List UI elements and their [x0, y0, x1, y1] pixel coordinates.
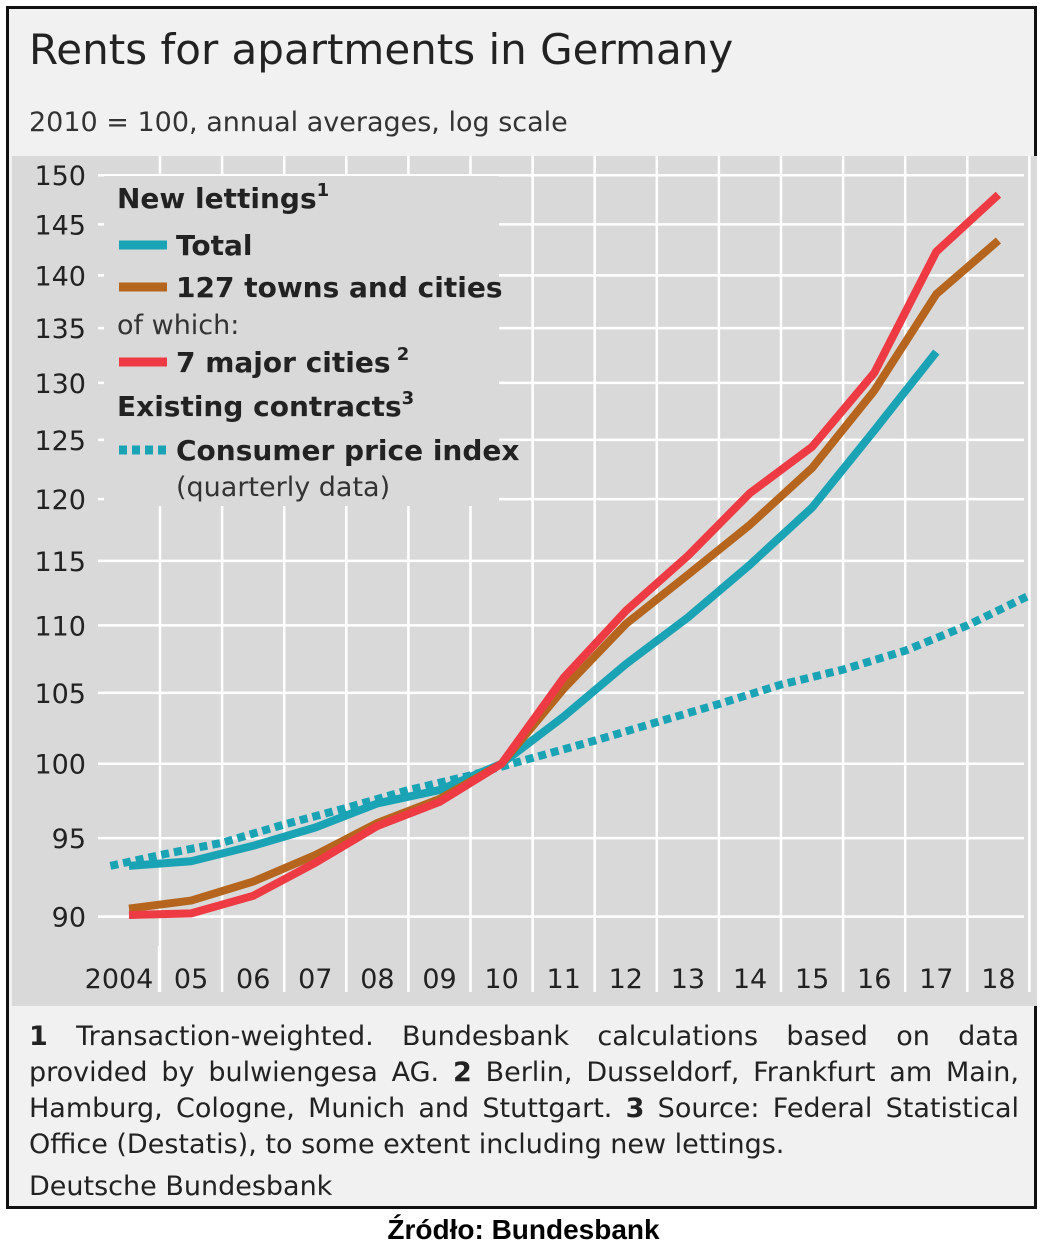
legend-label-cpi: Consumer price index [176, 434, 519, 467]
footnote-2-text: Berlin, Dusseldorf, Frankfurt am Main, H… [29, 1057, 1019, 1124]
x-tick-label: 12 [609, 964, 643, 995]
organization: Deutsche Bundesbank [29, 1171, 333, 1202]
y-tick-label: 100 [34, 750, 86, 781]
footnote-2-number: 2 [452, 1057, 472, 1088]
chart-subtitle: 2010 = 100, annual averages, log scale [29, 107, 568, 138]
legend-header-existing: Existing contracts3 [117, 388, 414, 423]
x-tick-label: 05 [174, 964, 208, 995]
x-tick-label: 18 [981, 964, 1015, 995]
legend-of-which: of which: [117, 310, 239, 341]
chart-svg: New lettings1 Total 127 towns and cities of… [34, 156, 1032, 995]
y-tick-label: 145 [34, 210, 86, 241]
y-tick-label: 90 [52, 903, 86, 934]
legend-header-existing-sup: 3 [402, 388, 415, 409]
footnote-1-number: 1 [29, 1021, 48, 1052]
footnotes: 1 Transaction-weighted. Bundesbank calcu… [29, 1019, 1019, 1163]
series-line-consumer-price-index [109, 591, 1032, 870]
chart-frame: Rents for apartments in Germany 2010 = 1… [6, 6, 1037, 1209]
x-tick-label: 16 [857, 964, 891, 995]
x-tick-label: 09 [422, 964, 456, 995]
y-tick-label: 115 [34, 547, 86, 578]
chart-title: Rents for apartments in Germany [29, 25, 734, 74]
legend-background [104, 176, 499, 506]
x-tick-label: 07 [298, 964, 332, 995]
x-tick-label: 10 [484, 964, 518, 995]
y-tick-label: 105 [34, 679, 86, 710]
legend-label-total: Total [176, 229, 253, 262]
tick-layer: 9095100105110115120125130135140145150200… [34, 161, 1015, 995]
legend-label-cpi-note: (quarterly data) [176, 472, 390, 503]
series-line-127-towns-and-cities [128, 237, 1002, 913]
y-tick-label: 130 [34, 369, 86, 400]
y-tick-label: 125 [34, 426, 86, 457]
x-tick-label: 14 [733, 964, 767, 995]
legend-label-major-sup: 2 [391, 344, 410, 365]
y-tick-label: 120 [34, 485, 86, 516]
plot-area: New lettings1 Total 127 towns and cities of… [12, 156, 1037, 1006]
footnote-1-text: Transaction-weighted. Bundesbank calcula… [29, 1021, 1019, 1088]
series-line-total [128, 349, 940, 870]
series-layer [109, 191, 1032, 919]
y-tick-label: 150 [34, 161, 86, 192]
y-tick-label: 135 [34, 314, 86, 345]
x-tick-label: 08 [360, 964, 394, 995]
x-tick-label: 11 [547, 964, 581, 995]
source-caption: Źródło: Bundesbank [387, 1214, 660, 1245]
series-line-7-major-cities [128, 191, 1002, 919]
legend-label-towns: 127 towns and cities [176, 271, 502, 304]
x-tick-label: 15 [795, 964, 829, 995]
x-tick-label: 13 [671, 964, 705, 995]
legend-header-new-lettings-sup: 1 [317, 180, 330, 201]
footnote-3-text: Source: Federal Statistical Office (Dest… [29, 1093, 1019, 1160]
y-tick-label: 110 [34, 611, 86, 642]
x-tick-label: 17 [919, 964, 953, 995]
x-tick-label: 06 [236, 964, 270, 995]
footnote-3-number: 3 [625, 1093, 645, 1124]
x-tick-label: 2004 [85, 964, 154, 995]
y-tick-label: 95 [52, 824, 86, 855]
legend: New lettings1 Total 127 towns and cities of… [104, 176, 519, 506]
legend-header-new-lettings: New lettings1 [117, 180, 329, 215]
legend-label-major: 7 major cities 2 [176, 344, 409, 379]
y-tick-label: 140 [34, 261, 86, 292]
